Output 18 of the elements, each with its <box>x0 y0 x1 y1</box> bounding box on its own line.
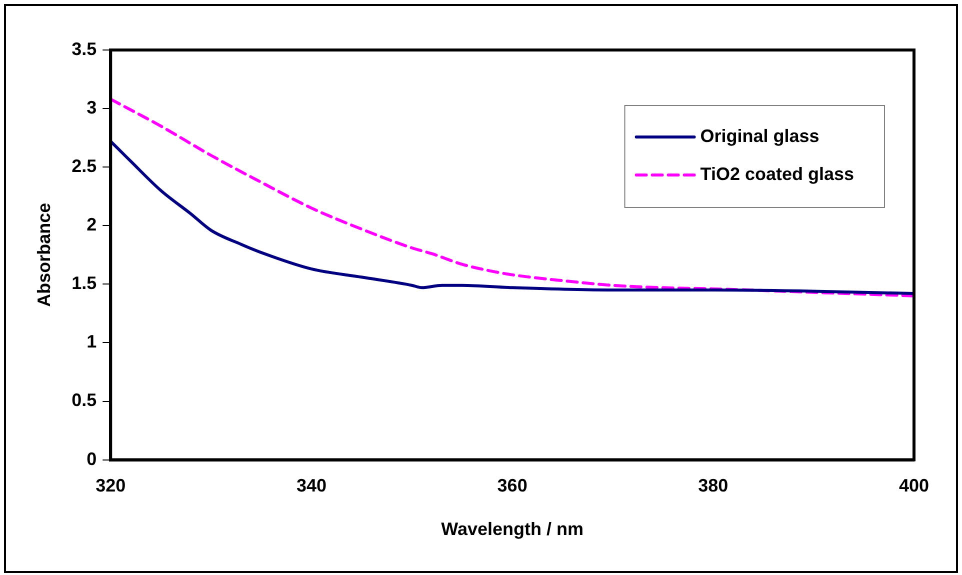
x-tick-label: 360 <box>497 476 528 496</box>
y-tick-label: 3 <box>86 98 97 118</box>
y-tick-label: 0 <box>86 448 97 469</box>
legend-label: TiO2 coated glass <box>700 164 854 184</box>
y-tick-label: 1.5 <box>72 273 97 294</box>
x-axis-title: Wavelength / nm <box>441 519 584 540</box>
y-tick-label: 0.5 <box>72 390 97 410</box>
x-tick-label: 380 <box>698 476 728 496</box>
x-tick-label: 400 <box>898 476 930 496</box>
y-tick-label: 2.5 <box>72 156 97 176</box>
legend-label: Original glass <box>700 126 820 146</box>
y-tick-label: 3.5 <box>72 38 97 59</box>
line-series <box>110 98 914 298</box>
y-tick-label: 1 <box>86 332 97 352</box>
x-tick-label: 320 <box>96 476 126 496</box>
y-axis-title: Absorbance <box>34 202 54 307</box>
x-tick-label: 340 <box>296 476 326 496</box>
y-tick-label: 2 <box>86 214 97 235</box>
